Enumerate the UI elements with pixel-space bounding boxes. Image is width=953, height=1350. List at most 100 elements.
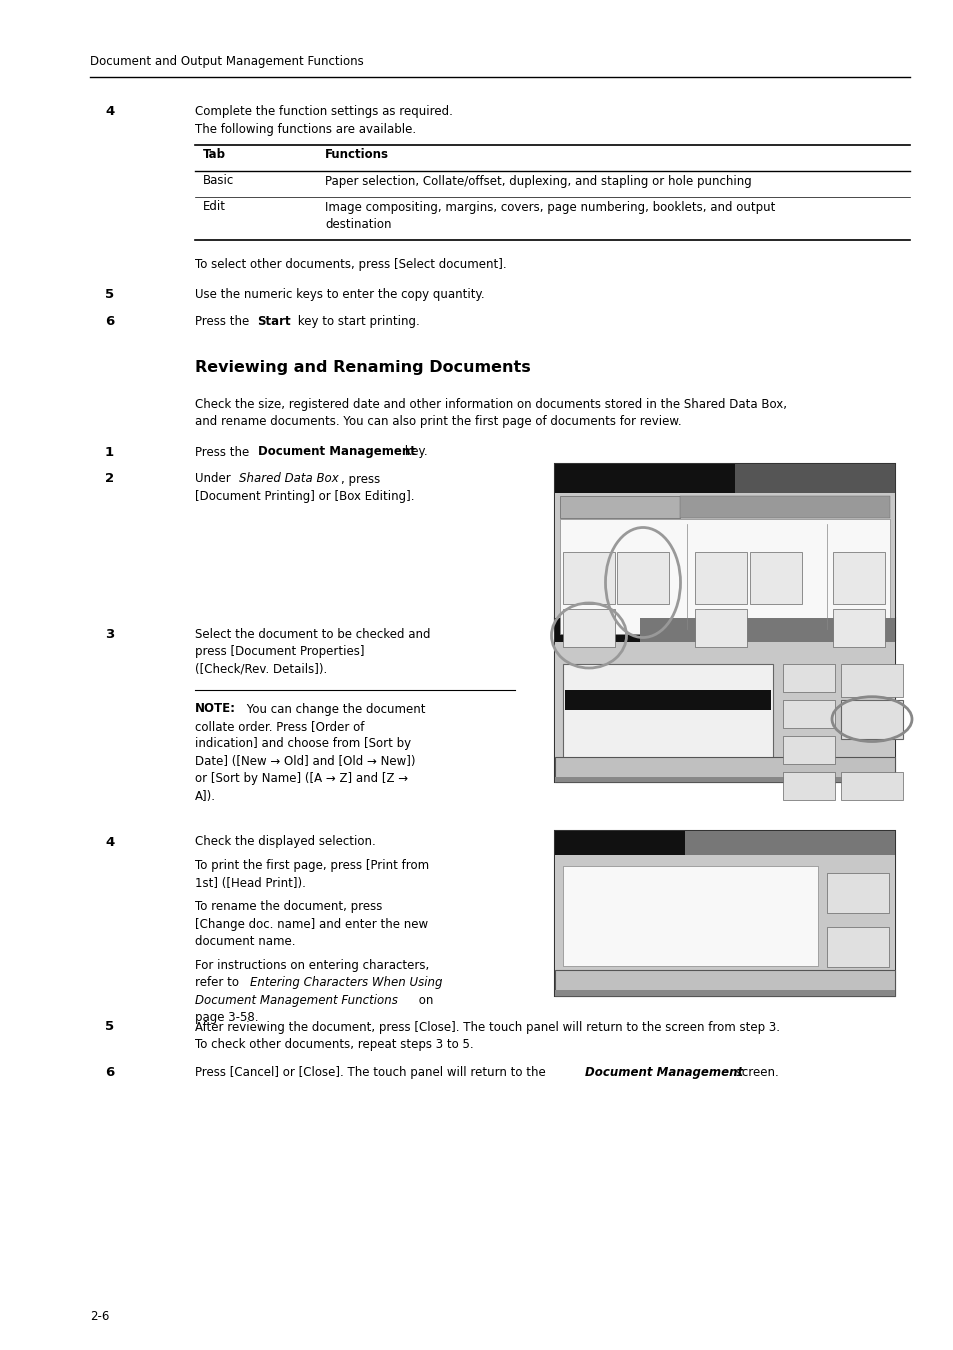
- Text: Complete the function settings as required.: Complete the function settings as requir…: [194, 105, 453, 117]
- Text: Use the numeric keys to enter the copy quantity.: Use the numeric keys to enter the copy q…: [194, 288, 484, 301]
- Text: Document Management: Document Management: [257, 446, 416, 459]
- FancyBboxPatch shape: [555, 776, 894, 783]
- Text: [Change doc. name] and enter the new: [Change doc. name] and enter the new: [194, 918, 428, 930]
- FancyBboxPatch shape: [679, 495, 889, 517]
- Text: Shared Data Box: Shared Data Box: [566, 528, 631, 536]
- Text: key.: key.: [400, 446, 427, 459]
- Text: 2-6: 2-6: [90, 1310, 110, 1323]
- Text: Reviewing and Renaming Documents: Reviewing and Renaming Documents: [194, 360, 530, 375]
- Text: Select the document to be checked and: Select the document to be checked and: [194, 628, 430, 640]
- Text: 1st] ([Head Print]).: 1st] ([Head Print]).: [194, 876, 306, 890]
- Text: Press the: Press the: [194, 446, 253, 459]
- Text: 5: 5: [105, 288, 114, 301]
- Text: Under: Under: [194, 472, 234, 486]
- FancyBboxPatch shape: [832, 609, 884, 647]
- FancyBboxPatch shape: [555, 756, 894, 783]
- Text: 2 08/08/08: 2 08/08/08: [672, 743, 714, 752]
- Text: Resolution: Resolution: [568, 949, 605, 956]
- Text: Date] ([New → Old] and [Old → New]): Date] ([New → Old] and [Old → New]): [194, 755, 416, 768]
- Text: Check the size, registered date and other information on documents stored in the: Check the size, registered date and othe…: [194, 398, 786, 410]
- FancyBboxPatch shape: [782, 699, 834, 728]
- FancyBboxPatch shape: [555, 990, 894, 995]
- Text: Press [Cancel] or [Close]. The touch panel will return to the: Press [Cancel] or [Close]. The touch pan…: [194, 1066, 549, 1079]
- Text: Order of
indication: Order of indication: [854, 667, 888, 680]
- Text: Tab: Tab: [203, 148, 226, 162]
- Text: For instructions on entering characters,: For instructions on entering characters,: [194, 958, 429, 972]
- Text: 6: 6: [105, 1066, 114, 1079]
- FancyBboxPatch shape: [555, 641, 894, 783]
- Text: 1: 1: [105, 446, 114, 459]
- Text: ▼ Down: ▼ Down: [793, 778, 823, 787]
- Text: Image compositing, margins, covers, page numbering, booklets, and output: Image compositing, margins, covers, page…: [325, 201, 775, 213]
- Text: Functions: Functions: [325, 148, 389, 162]
- Text: on: on: [415, 994, 433, 1007]
- Text: key to start printing.: key to start printing.: [294, 315, 419, 328]
- Text: Entering Characters When Using: Entering Characters When Using: [250, 976, 442, 990]
- Text: Original Orientation: Original Orientation: [568, 922, 638, 927]
- FancyBboxPatch shape: [617, 552, 668, 603]
- Text: [Document Printing] or [Box Editing].: [Document Printing] or [Box Editing].: [194, 490, 414, 504]
- Text: 2: 2: [105, 472, 114, 486]
- Text: Shared Data Box: Shared Data Box: [239, 472, 338, 486]
- FancyBboxPatch shape: [559, 495, 679, 517]
- Text: page #: page #: [568, 931, 594, 937]
- Text: Change
doc. name: Change doc. name: [839, 879, 876, 891]
- FancyBboxPatch shape: [734, 464, 894, 493]
- FancyBboxPatch shape: [562, 609, 615, 647]
- Text: 5: 5: [105, 1021, 114, 1034]
- FancyBboxPatch shape: [695, 552, 746, 603]
- Text: □Dod001: □Dod001: [568, 743, 605, 752]
- Text: A4: A4: [672, 913, 681, 919]
- Text: To select other documents, press [Select document].: To select other documents, press [Select…: [194, 258, 506, 271]
- Text: Document Management  -  Shared Data Box  -  Box Editing: Document Management - Shared Data Box - …: [560, 976, 765, 983]
- Text: Head
Print: Head Print: [848, 937, 866, 949]
- Text: Item: Item: [568, 872, 586, 882]
- Text: Delete: Delete: [859, 778, 883, 787]
- Text: To rename the document, press: To rename the document, press: [194, 900, 382, 913]
- Text: After reviewing the document, press [Close]. The touch panel will return to the : After reviewing the document, press [Clo…: [194, 1021, 780, 1034]
- FancyBboxPatch shape: [639, 617, 894, 641]
- FancyBboxPatch shape: [562, 663, 772, 761]
- Text: You can change the document: You can change the document: [243, 702, 425, 716]
- Text: Registration Date: Registration Date: [568, 958, 629, 965]
- Text: page 3-58.: page 3-58.: [194, 1011, 258, 1025]
- Text: Document Name: Document Name: [568, 903, 627, 910]
- Text: Document
Printing: Document Printing: [757, 563, 793, 576]
- Text: ([Check/Rev. Details]).: ([Check/Rev. Details]).: [194, 663, 327, 675]
- Text: Check the displayed selection.: Check the displayed selection.: [194, 836, 375, 849]
- Text: 4: 4: [105, 105, 114, 117]
- Text: screen.: screen.: [731, 1066, 778, 1079]
- Text: Top Edge Top: Top Edge Top: [672, 922, 718, 927]
- Text: Box
Editing: Box Editing: [708, 614, 733, 628]
- Text: 08/08/08 05:41: 08/08/08 05:41: [672, 958, 726, 965]
- Text: ▲: ▲: [804, 707, 812, 717]
- Text: Form
Registr.: Form Registr.: [845, 563, 871, 576]
- Text: refer to: refer to: [194, 976, 242, 990]
- Text: ▼: ▼: [804, 744, 812, 753]
- Text: □  Select function: □ Select function: [566, 471, 701, 483]
- Text: 1200dpi: 1200dpi: [672, 949, 700, 956]
- Text: ▲ Up: ▲ Up: [799, 670, 818, 679]
- Text: The following functions are available.: The following functions are available.: [194, 123, 416, 135]
- FancyBboxPatch shape: [555, 830, 894, 855]
- Text: 6: 6: [105, 315, 114, 328]
- Text: Document and Output Management Functions: Document and Output Management Functions: [90, 55, 363, 68]
- FancyBboxPatch shape: [782, 736, 834, 764]
- Text: Input Source: Input Source: [568, 941, 613, 946]
- Text: To print the first page, press [Print from: To print the first page, press [Print fr…: [194, 859, 429, 872]
- Text: Check/Rev.
Details: Check/Rev. Details: [852, 703, 890, 717]
- Text: or [Sort by Name] ([A → Z] and [Z →: or [Sort by Name] ([A → Z] and [Z →: [194, 772, 408, 786]
- Text: Document Management: Document Management: [562, 498, 655, 508]
- FancyBboxPatch shape: [782, 663, 834, 691]
- Text: Document
Printing: Document Printing: [624, 563, 660, 576]
- Text: indication] and choose from [Sort by: indication] and choose from [Sort by: [194, 737, 411, 751]
- FancyBboxPatch shape: [749, 552, 801, 603]
- Text: destination: destination: [325, 217, 391, 231]
- FancyBboxPatch shape: [564, 690, 770, 710]
- FancyBboxPatch shape: [841, 699, 902, 738]
- FancyBboxPatch shape: [562, 552, 615, 603]
- Text: Document
Registr.: Document Registr.: [570, 563, 606, 576]
- FancyBboxPatch shape: [684, 830, 894, 855]
- FancyBboxPatch shape: [555, 830, 894, 995]
- FancyBboxPatch shape: [555, 464, 894, 493]
